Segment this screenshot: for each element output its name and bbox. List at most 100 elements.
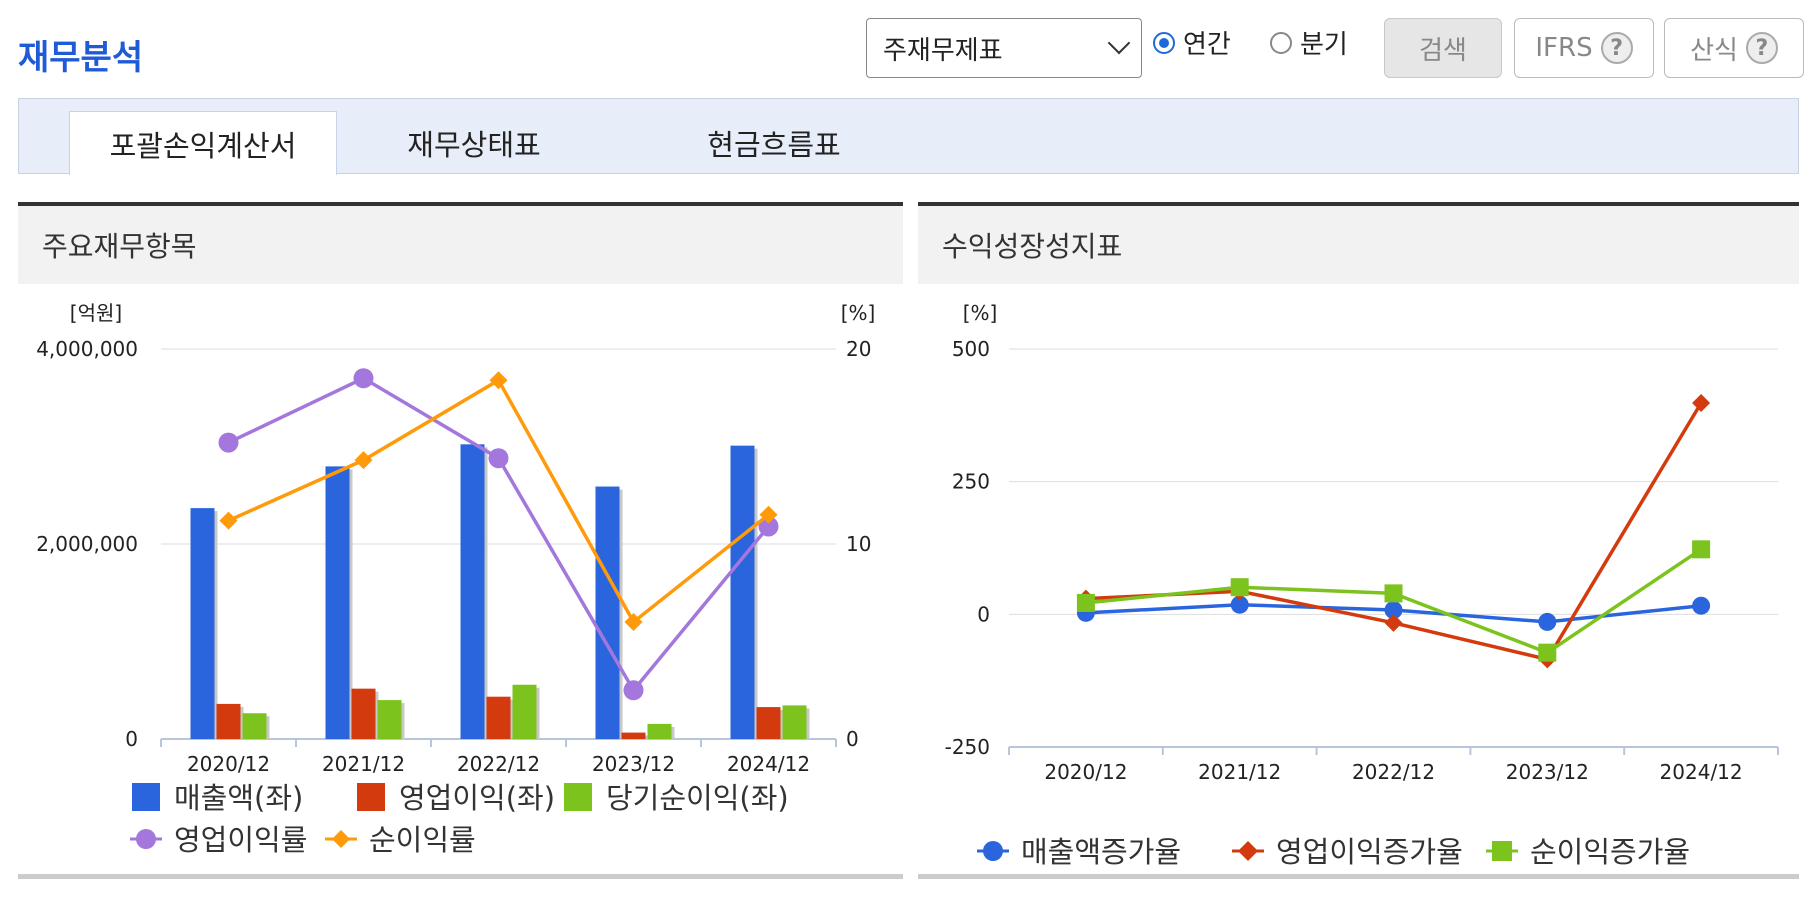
- bar: [242, 713, 267, 739]
- statement-tabs: 포괄손익계산서 재무상태표 현금흐름표: [18, 98, 1799, 175]
- x-tick-label: 2020/12: [1044, 760, 1127, 784]
- radio-unselected-icon: [1270, 31, 1292, 54]
- series-line: [227, 376, 770, 694]
- statement-type-select[interactable]: 주재무제표: [866, 18, 1142, 78]
- x-tick-label: 2022/12: [457, 752, 540, 776]
- bar: [486, 696, 511, 739]
- growth-chart: [%] -250 0 250 500 2020/12 2021/12 2022/12 2023/…: [945, 301, 1779, 869]
- tab-balance-sheet[interactable]: 재무상태표: [379, 111, 569, 175]
- x-tick-label: 2021/12: [1198, 760, 1281, 784]
- tab-label: 포괄손익계산서: [109, 128, 297, 163]
- bar: [190, 508, 215, 739]
- radio-quarterly-label: 분기: [1300, 30, 1348, 60]
- radio-selected-icon: [1153, 31, 1175, 54]
- search-button-label: 검색: [1419, 35, 1467, 66]
- series-line: [227, 377, 770, 625]
- line-point: [354, 451, 373, 470]
- legend-swatch: [132, 783, 160, 811]
- legend-label: 당기순이익(좌): [606, 781, 789, 815]
- y-tick-label: 250: [952, 470, 990, 494]
- bar: [621, 732, 646, 739]
- radio-annual-label: 연간: [1183, 30, 1231, 60]
- bar: [512, 684, 537, 739]
- y-tick-label: 2,000,000: [36, 532, 138, 556]
- x-tick-label: 2024/12: [727, 752, 810, 776]
- x-tick-label: 2021/12: [322, 752, 405, 776]
- bar: [377, 700, 402, 739]
- ifrs-help-button[interactable]: IFRS ?: [1514, 18, 1654, 78]
- select-value: 주재무제표: [883, 35, 1003, 66]
- bar: [782, 705, 807, 739]
- line-point: [1384, 601, 1403, 620]
- formula-help-button[interactable]: 산식 ?: [1664, 18, 1804, 78]
- bar: [756, 707, 781, 739]
- chevron-down-icon: [1107, 31, 1131, 55]
- line-point: [1692, 596, 1711, 615]
- line-point: [219, 511, 238, 530]
- line-point: [1384, 613, 1403, 632]
- line-point: [489, 371, 508, 390]
- panel-title-key-items: 주요재무항목: [18, 202, 903, 284]
- x-tick-label: 2022/12: [1352, 760, 1435, 784]
- legend-swatch: [357, 783, 385, 811]
- panel-title-growth: 수익성장성지표: [918, 202, 1799, 284]
- tab-label: 현금흐름표: [707, 128, 841, 162]
- legend-label: 매출액증가율: [1021, 835, 1181, 869]
- legend-label: 순이익률: [369, 823, 476, 857]
- y-tick-label: 0: [977, 602, 990, 626]
- line-point: [1538, 612, 1557, 631]
- line-point: [353, 368, 374, 389]
- radio-annual[interactable]: 연간: [1153, 24, 1231, 61]
- legend-label: 영업이익률: [174, 823, 307, 857]
- search-button[interactable]: 검색: [1384, 18, 1502, 78]
- bar: [216, 703, 241, 739]
- bar: [730, 445, 755, 739]
- line-point: [218, 432, 239, 453]
- line-point: [1384, 584, 1403, 603]
- line-point: [1076, 593, 1095, 612]
- formula-button-label: 산식: [1690, 35, 1738, 66]
- y2-tick-label: 0: [846, 727, 859, 751]
- bar: [595, 486, 620, 739]
- legend-marker: [983, 841, 1003, 861]
- line-point: [759, 505, 778, 524]
- key-items-chart: [억원] [%] 0 2,000,000 4,000,000 0 10 20 2020/12 20…: [36, 301, 875, 857]
- line-point: [623, 680, 644, 701]
- legend-label: 매출액(좌): [174, 781, 303, 815]
- line-point: [1230, 595, 1249, 614]
- radio-quarterly[interactable]: 분기: [1270, 24, 1348, 61]
- line-point: [1230, 578, 1249, 597]
- line-point: [1692, 393, 1711, 412]
- x-tick-label: 2023/12: [592, 752, 675, 776]
- legend-marker: [1492, 841, 1512, 861]
- ifrs-button-label: IFRS: [1535, 33, 1593, 63]
- tab-label: 재무상태표: [407, 128, 541, 162]
- panel-title: 수익성장성지표: [942, 230, 1123, 263]
- line-point: [1692, 540, 1711, 559]
- tab-income-statement[interactable]: 포괄손익계산서: [69, 111, 337, 175]
- y-tick-label: 0: [125, 727, 138, 751]
- y-tick-label: 500: [952, 337, 990, 361]
- x-tick-label: 2020/12: [187, 752, 270, 776]
- x-tick-label: 2023/12: [1506, 760, 1589, 784]
- y2-tick-label: 20: [846, 337, 871, 361]
- bar: [647, 723, 672, 739]
- y-tick-label: 4,000,000: [36, 337, 138, 361]
- page-title: 재무분석: [18, 38, 144, 78]
- bar: [325, 466, 350, 739]
- y2-tick-label: 10: [846, 532, 871, 556]
- y-axis-unit: [%]: [963, 301, 998, 325]
- legend-marker: [332, 830, 350, 848]
- line-point: [488, 448, 509, 469]
- y-tick-label: -250: [945, 735, 990, 759]
- legend-label: 영업이익증가율: [1276, 835, 1463, 869]
- legend-label: 순이익증가율: [1530, 835, 1690, 869]
- panel-title: 주요재무항목: [42, 230, 197, 263]
- legend-label: 영업이익(좌): [399, 781, 555, 815]
- legend-marker: [1238, 841, 1258, 861]
- line-point: [624, 613, 643, 631]
- left-axis-unit: [억원]: [70, 301, 122, 325]
- question-icon: ?: [1745, 32, 1778, 64]
- question-icon: ?: [1600, 32, 1633, 64]
- tab-cash-flow[interactable]: 현금흐름표: [674, 111, 874, 175]
